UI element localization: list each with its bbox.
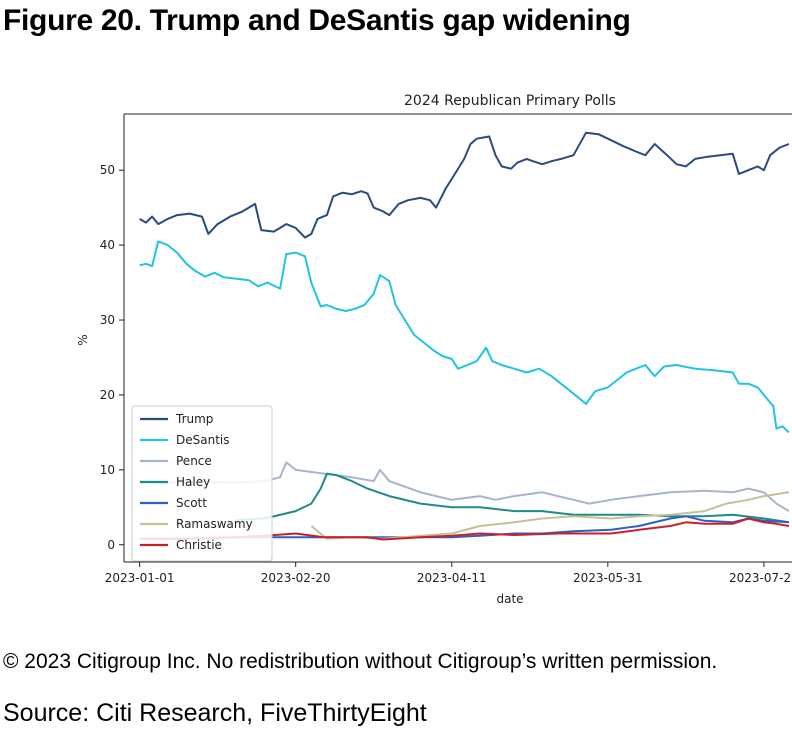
chart-title: 2024 Republican Primary Polls — [404, 93, 616, 109]
legend-label-christie: Christie — [176, 538, 222, 552]
x-tick-label: 2023-07-20 — [729, 571, 792, 585]
legend-box — [131, 405, 273, 562]
x-tick-label: 2023-01-01 — [105, 571, 175, 585]
y-tick-label: 30 — [100, 313, 115, 327]
legend-label-scott: Scott — [176, 496, 207, 510]
legend-label-haley: Haley — [176, 475, 210, 489]
x-tick-label: 2023-02-20 — [261, 571, 331, 585]
y-tick-label: 0 — [107, 538, 115, 552]
legend-label-trump: Trump — [175, 412, 213, 426]
axes-layer: 0 10 20 30 40 50 2023-01-01 2023-02-20 2023-04-1… — [100, 113, 792, 585]
y-axis-label: % — [76, 334, 90, 345]
legend-label-desantis: DeSantis — [176, 433, 230, 447]
x-tick-label: 2023-04-11 — [417, 571, 487, 585]
legend: Trump DeSantis Pence Haley Scott Ramaswamy Chr… — [131, 405, 273, 562]
x-tick-label: 2023-05-31 — [573, 571, 643, 585]
y-tick-label: 20 — [100, 388, 115, 402]
figure-title: Figure 20. Trump and DeSantis gap wideni… — [3, 4, 631, 37]
y-tick-label: 40 — [100, 238, 115, 252]
series-line-desantis — [139, 240, 790, 434]
y-tick-label: 50 — [100, 163, 115, 177]
source-note: Source: Citi Research, FiveThirtyEight — [3, 699, 427, 727]
series-line-haley — [236, 472, 790, 524]
legend-label-pence: Pence — [176, 454, 212, 468]
series-line-pence — [139, 461, 790, 512]
series-layer — [139, 131, 790, 541]
line-chart: 2024 Republican Primary Polls 0 10 20 30 40 5… — [76, 93, 792, 606]
copyright-notice: © 2023 Citigroup Inc. No redistribution … — [3, 650, 718, 673]
series-line-trump — [139, 131, 790, 239]
x-axis-label: date — [496, 592, 523, 606]
legend-label-ramaswamy: Ramaswamy — [176, 517, 253, 531]
series-line-christie — [139, 517, 790, 541]
chart-container: 2024 Republican Primary Polls 0 10 20 30 40 5… — [0, 78, 792, 618]
y-tick-label: 10 — [100, 463, 115, 477]
